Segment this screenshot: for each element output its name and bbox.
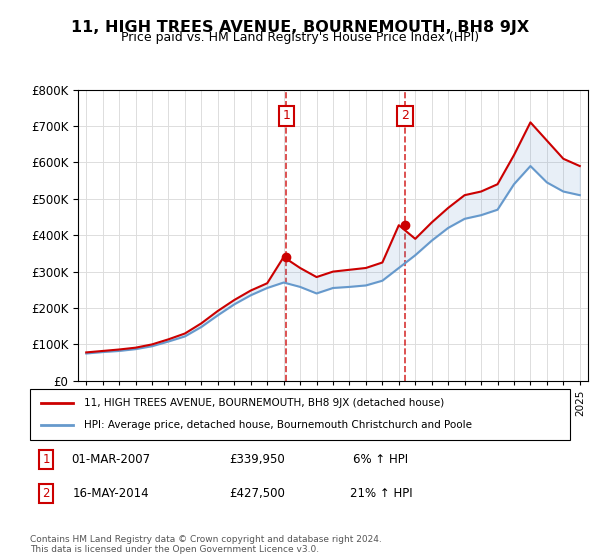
Text: 1: 1: [43, 453, 50, 466]
Text: 6% ↑ HPI: 6% ↑ HPI: [353, 453, 409, 466]
Text: 21% ↑ HPI: 21% ↑ HPI: [350, 487, 412, 500]
Text: HPI: Average price, detached house, Bournemouth Christchurch and Poole: HPI: Average price, detached house, Bour…: [84, 421, 472, 431]
Text: 16-MAY-2014: 16-MAY-2014: [73, 487, 149, 500]
Text: 1: 1: [283, 109, 290, 122]
Text: 11, HIGH TREES AVENUE, BOURNEMOUTH, BH8 9JX: 11, HIGH TREES AVENUE, BOURNEMOUTH, BH8 …: [71, 20, 529, 35]
Text: 2: 2: [43, 487, 50, 500]
Text: 2: 2: [401, 109, 409, 122]
Text: Contains HM Land Registry data © Crown copyright and database right 2024.
This d: Contains HM Land Registry data © Crown c…: [30, 535, 382, 554]
Text: 01-MAR-2007: 01-MAR-2007: [71, 453, 151, 466]
Text: £427,500: £427,500: [229, 487, 285, 500]
FancyBboxPatch shape: [30, 389, 570, 440]
Text: 11, HIGH TREES AVENUE, BOURNEMOUTH, BH8 9JX (detached house): 11, HIGH TREES AVENUE, BOURNEMOUTH, BH8 …: [84, 398, 444, 408]
Text: £339,950: £339,950: [229, 453, 284, 466]
Text: Price paid vs. HM Land Registry's House Price Index (HPI): Price paid vs. HM Land Registry's House …: [121, 31, 479, 44]
